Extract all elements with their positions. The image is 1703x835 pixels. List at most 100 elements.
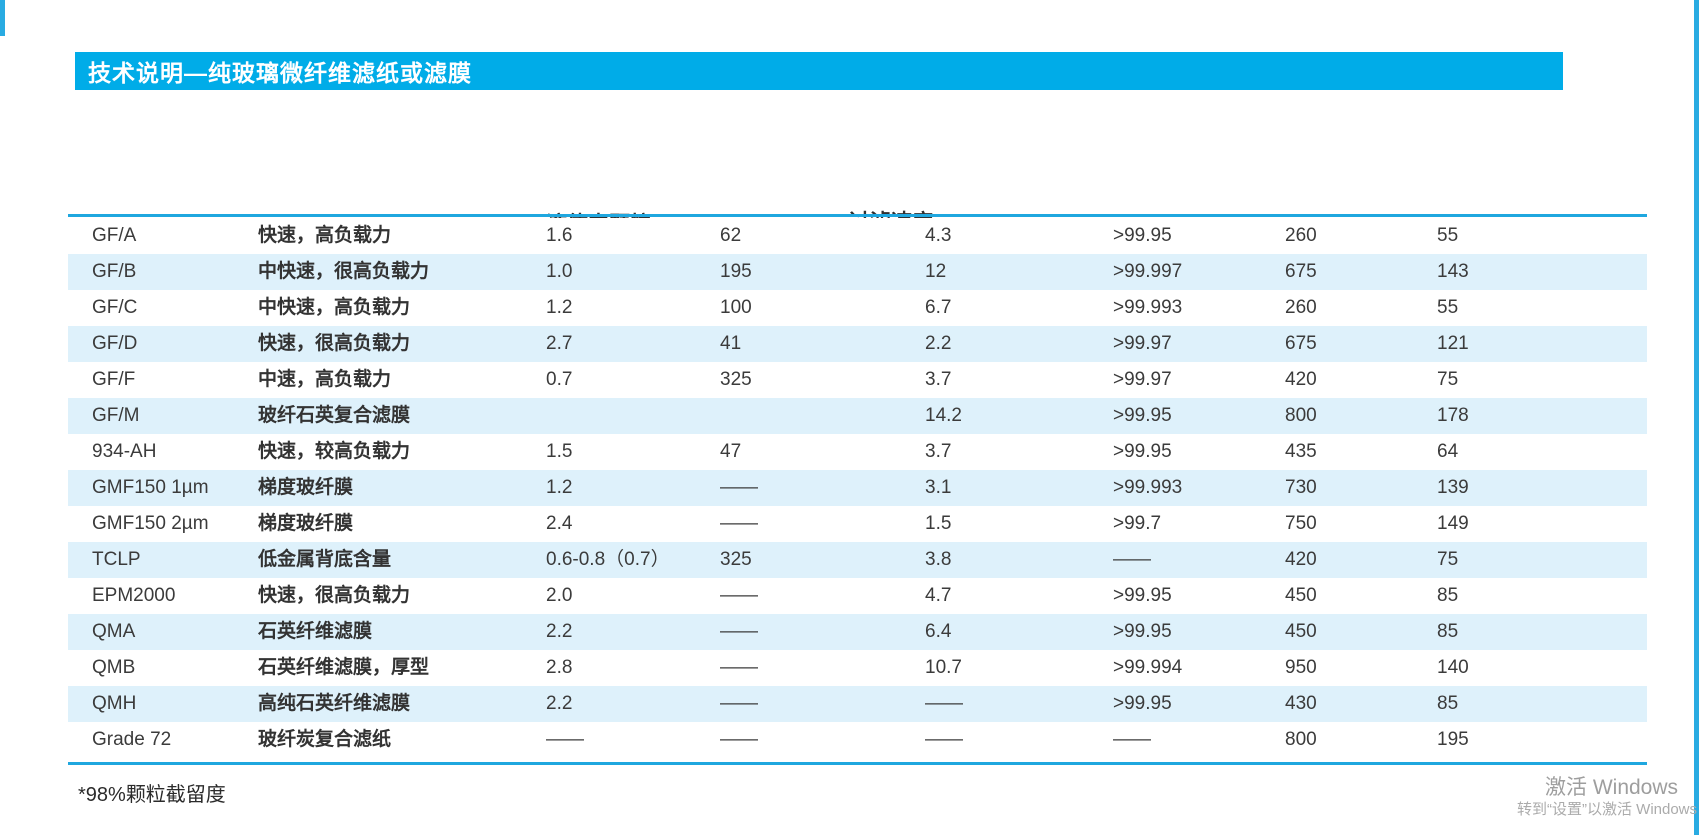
table-bottom-border <box>68 762 1647 765</box>
cell-thickness: 430 <box>1285 693 1317 714</box>
cell-product: GF/M <box>92 405 140 426</box>
cell-weight: 85 <box>1437 585 1459 606</box>
cell-retention: 2.2 <box>546 621 573 642</box>
cell-weight: 75 <box>1437 369 1459 390</box>
cell-description: 快速，较高负载力 <box>258 441 411 462</box>
cell-dop: >99.994 <box>1113 657 1183 678</box>
cell-product: EPM2000 <box>92 585 176 606</box>
cell-thickness: 450 <box>1285 585 1317 606</box>
cell-gurley: 10.7 <box>925 657 962 678</box>
cell-dop: —— <box>1113 729 1151 750</box>
cell-gurley: 3.7 <box>925 441 952 462</box>
cell-product: GF/F <box>92 369 136 390</box>
table-header: 品规 描述 液体中颗粒 保留度* ( µ m) 过滤速度 Herzberg (s… <box>68 100 1647 306</box>
cell-retention: 2.8 <box>546 657 573 678</box>
cell-dop: >99.97 <box>1113 333 1172 354</box>
cell-retention: 1.2 <box>546 477 573 498</box>
cell-description: 中快速，很高负载力 <box>258 261 430 282</box>
cell-dop: >99.7 <box>1113 513 1162 534</box>
cell-dop: >99.997 <box>1113 261 1183 282</box>
cell-description: 中快速，高负载力 <box>258 297 411 318</box>
cell-dop: >99.993 <box>1113 477 1183 498</box>
cell-description: 快速，很高负载力 <box>258 585 411 606</box>
cell-thickness: 435 <box>1285 441 1317 462</box>
cell-thickness: 260 <box>1285 297 1317 318</box>
table-row: GF/A 快速，高负载力 1.6 62 4.3 >99.95 260 55 <box>68 218 1647 254</box>
section-title: 技术说明—纯玻璃微纤维滤纸或滤膜 <box>88 60 472 86</box>
top-left-accent-bar <box>0 0 5 36</box>
cell-gurley: 12 <box>925 261 947 282</box>
table-row: 934-AH 快速，较高负载力 1.5 47 3.7 >99.95 435 64 <box>68 434 1647 470</box>
cell-gurley: 6.4 <box>925 621 952 642</box>
cell-gurley: 3.1 <box>925 477 952 498</box>
footnote: *98%颗粒截留度 <box>78 784 226 806</box>
cell-thickness: 450 <box>1285 621 1317 642</box>
cell-gurley: —— <box>925 729 963 750</box>
cell-retention: 1.0 <box>546 261 573 282</box>
cell-description: 快速，高负载力 <box>258 225 392 246</box>
cell-gurley: 6.7 <box>925 297 952 318</box>
cell-thickness: 260 <box>1285 225 1317 246</box>
cell-product: GF/C <box>92 297 138 318</box>
table-row: EPM2000 快速，很高负载力 2.0 —— 4.7 >99.95 450 8… <box>68 578 1647 614</box>
cell-weight: 85 <box>1437 621 1459 642</box>
cell-thickness: 420 <box>1285 369 1317 390</box>
table-row: GF/D 快速，很高负载力 2.7 41 2.2 >99.97 675 121 <box>68 326 1647 362</box>
cell-weight: 143 <box>1437 261 1469 282</box>
cell-gurley: 4.7 <box>925 585 952 606</box>
cell-thickness: 675 <box>1285 261 1317 282</box>
cell-dop: >99.95 <box>1113 693 1172 714</box>
cell-herzberg: —— <box>720 729 758 750</box>
cell-herzberg: —— <box>720 513 758 534</box>
cell-herzberg: 100 <box>720 297 752 318</box>
cell-herzberg: 41 <box>720 333 742 354</box>
table-row: GF/F 中速，高负载力 0.7 325 3.7 >99.97 420 75 <box>68 362 1647 398</box>
cell-description: 梯度玻纤膜 <box>258 513 354 534</box>
cell-herzberg: 62 <box>720 225 742 246</box>
cell-herzberg: 325 <box>720 549 752 570</box>
cell-herzberg: 195 <box>720 261 752 282</box>
cell-weight: 85 <box>1437 693 1459 714</box>
cell-dop: >99.95 <box>1113 225 1172 246</box>
cell-product: QMH <box>92 693 137 714</box>
table-row: GF/M 玻纤石英复合滤膜 14.2 >99.95 800 178 <box>68 398 1647 434</box>
table-row: GMF150 2µm 梯度玻纤膜 2.4 —— 1.5 >99.7 750 14… <box>68 506 1647 542</box>
table-row: QMA 石英纤维滤膜 2.2 —— 6.4 >99.95 450 85 <box>68 614 1647 650</box>
cell-dop: >99.95 <box>1113 585 1172 606</box>
table-top-border <box>68 214 1647 217</box>
cell-thickness: 730 <box>1285 477 1317 498</box>
cell-description: 梯度玻纤膜 <box>258 477 354 498</box>
cell-thickness: 675 <box>1285 333 1317 354</box>
cell-weight: 195 <box>1437 729 1469 750</box>
cell-product: 934-AH <box>92 441 157 462</box>
cell-gurley: 3.8 <box>925 549 952 570</box>
cell-retention: 0.6-0.8（0.7） <box>546 549 670 570</box>
cell-product: GF/B <box>92 261 137 282</box>
cell-retention: 2.4 <box>546 513 573 534</box>
cell-weight: 55 <box>1437 225 1459 246</box>
cell-description: 高纯石英纤维滤膜 <box>258 693 411 714</box>
cell-description: 快速，很高负载力 <box>258 333 411 354</box>
table-row: QMB 石英纤维滤膜，厚型 2.8 —— 10.7 >99.994 950 14… <box>68 650 1647 686</box>
cell-gurley: 4.3 <box>925 225 952 246</box>
cell-retention: 0.7 <box>546 369 573 390</box>
cell-retention: —— <box>546 729 584 750</box>
cell-gurley: —— <box>925 693 963 714</box>
cell-description: 石英纤维滤膜，厚型 <box>258 657 430 678</box>
cell-thickness: 800 <box>1285 405 1317 426</box>
table-row: GF/B 中快速，很高负载力 1.0 195 12 >99.997 675 14… <box>68 254 1647 290</box>
cell-description: 低金属背底含量 <box>258 549 392 570</box>
cell-product: GF/A <box>92 225 137 246</box>
cell-description: 石英纤维滤膜 <box>258 621 373 642</box>
cell-retention: 1.5 <box>546 441 573 462</box>
windows-activation-watermark-line2: 转到“设置”以激活 Windows <box>1517 801 1698 818</box>
cell-herzberg: —— <box>720 693 758 714</box>
cell-dop: —— <box>1113 549 1151 570</box>
cell-weight: 140 <box>1437 657 1469 678</box>
cell-retention: 1.2 <box>546 297 573 318</box>
cell-herzberg: —— <box>720 657 758 678</box>
cell-description: 玻纤石英复合滤膜 <box>258 405 411 426</box>
cell-product: GMF150 2µm <box>92 513 209 534</box>
cell-product: GMF150 1µm <box>92 477 209 498</box>
